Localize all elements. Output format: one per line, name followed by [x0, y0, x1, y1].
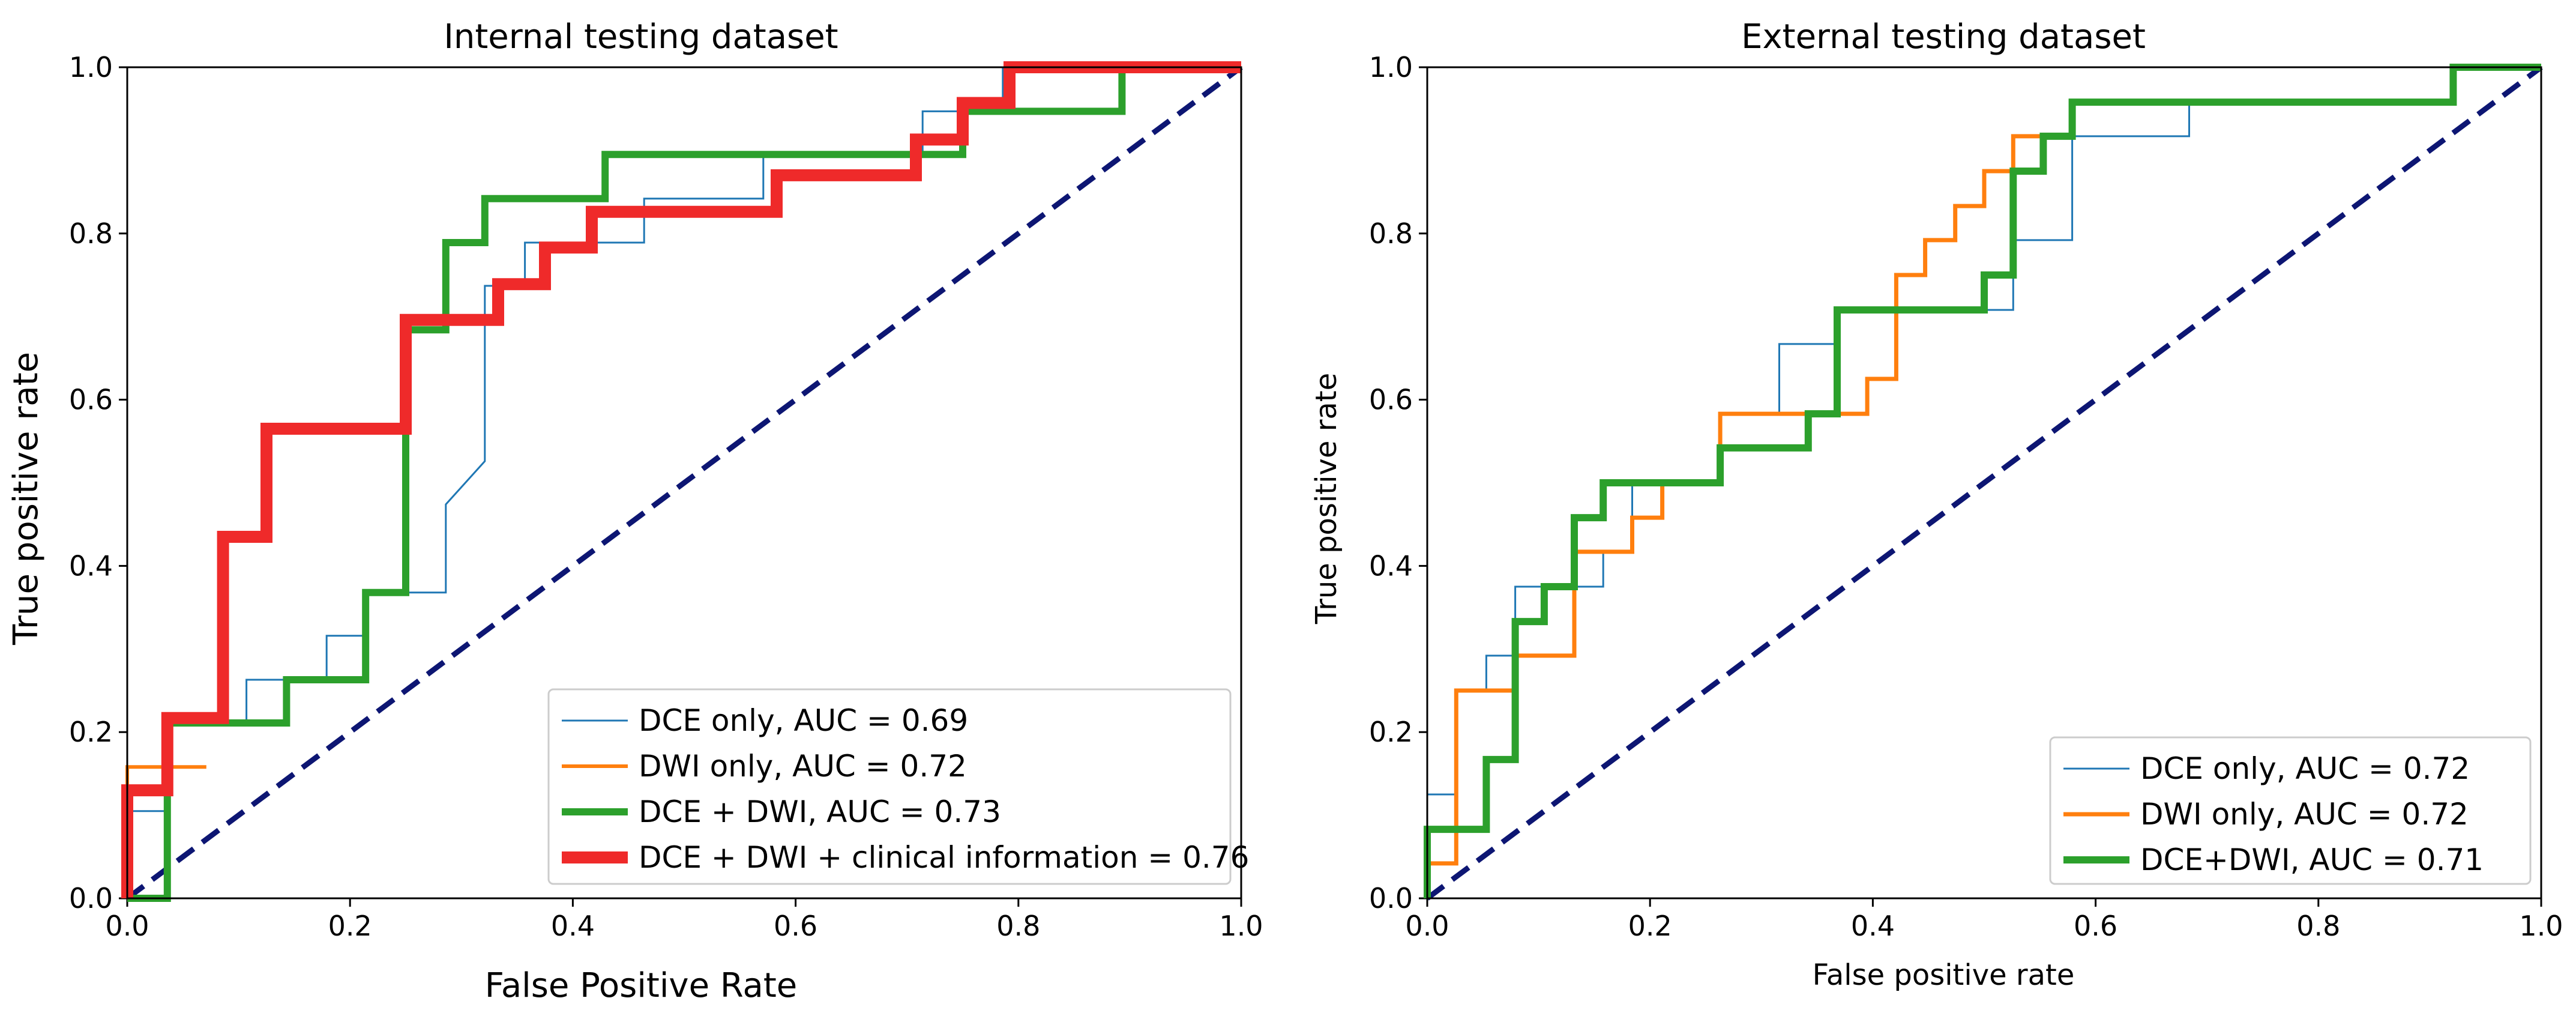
chance-diagonal	[1425, 65, 2543, 901]
x-axis-label: False Positive Rate	[485, 966, 797, 1005]
legend: DCE only, AUC = 0.72 DWI only, AUC = 0.72…	[2049, 736, 2532, 885]
legend-label: DCE + DWI + clinical information = 0.76	[639, 840, 1249, 875]
x-tick-label: 0.0	[1405, 910, 1449, 942]
legend-box	[547, 688, 1232, 885]
x-tick-label: 1.0	[2519, 910, 2563, 942]
legend-label: DCE+DWI, AUC = 0.71	[2140, 842, 2484, 877]
x-axis-label: False positive rate	[1813, 958, 2075, 992]
chance-line	[125, 65, 1243, 901]
x-tick-label: 1.0	[1219, 910, 1263, 942]
y-tick-label: 0.8	[1369, 217, 1413, 250]
x-tick-label: 0.8	[2296, 910, 2340, 942]
y-tick-label: 0.4	[69, 549, 113, 582]
y-tick-label: 1.0	[1369, 51, 1413, 83]
legend: DCE only, AUC = 0.69 DWI only, AUC = 0.72…	[547, 688, 1249, 885]
axis-ticks: 0.0 0.2 0.4 0.6 0.8 1.0 0.0 0.2 0.4 0.6 0.8 1.0	[69, 51, 1263, 942]
chance-line	[1425, 65, 2543, 901]
chart-title: External testing dataset	[1741, 17, 2146, 56]
legend-label: DCE only, AUC = 0.72	[2140, 751, 2470, 786]
y-tick-label: 0.8	[69, 217, 113, 250]
external-roc-chart: External testing dataset False positive …	[1310, 17, 2563, 992]
legend-label: DWI only, AUC = 0.72	[2140, 797, 2469, 832]
x-tick-label: 0.6	[2074, 910, 2117, 942]
x-tick-label: 0.4	[1851, 910, 1895, 942]
y-tick-label: 1.0	[69, 51, 113, 83]
legend-label: DCE only, AUC = 0.69	[639, 703, 968, 738]
x-tick-label: 0.0	[105, 910, 149, 942]
y-axis-label: True positive rate	[1310, 373, 1343, 624]
roc-curve	[121, 61, 1241, 898]
y-axis-label: True positive rate	[7, 352, 46, 646]
chart-title: Internal testing dataset	[444, 17, 838, 56]
legend-label: DCE + DWI, AUC = 0.73	[639, 794, 1001, 829]
x-tick-label: 0.2	[328, 910, 372, 942]
x-tick-label: 0.8	[996, 910, 1040, 942]
y-tick-label: 0.6	[69, 384, 113, 416]
y-tick-label: 0.6	[1369, 384, 1413, 416]
y-tick-label: 0.2	[69, 716, 113, 748]
roc-curve	[1424, 64, 2541, 898]
plot-frame	[126, 66, 1242, 900]
y-tick-label: 0.4	[1369, 549, 1413, 582]
y-tick-label: 0.0	[69, 882, 113, 915]
chance-diagonal	[125, 65, 1243, 901]
x-tick-label: 0.2	[1628, 910, 1672, 942]
legend-box	[2049, 736, 2532, 885]
roc-curves	[1424, 64, 2541, 898]
x-tick-label: 0.4	[551, 910, 595, 942]
internal-roc-chart: Internal testing dataset False Positive …	[7, 17, 1263, 1005]
x-tick-label: 0.6	[774, 910, 817, 942]
plot-frame	[1426, 66, 2542, 900]
legend-label: DWI only, AUC = 0.72	[639, 749, 967, 784]
y-tick-label: 0.0	[1369, 882, 1413, 915]
roc-curves	[121, 61, 1241, 902]
y-tick-label: 0.2	[1369, 716, 1413, 748]
axis-ticks: 0.0 0.2 0.4 0.6 0.8 1.0 0.0 0.2 0.4 0.6 0.8 1.0	[1369, 51, 2563, 942]
